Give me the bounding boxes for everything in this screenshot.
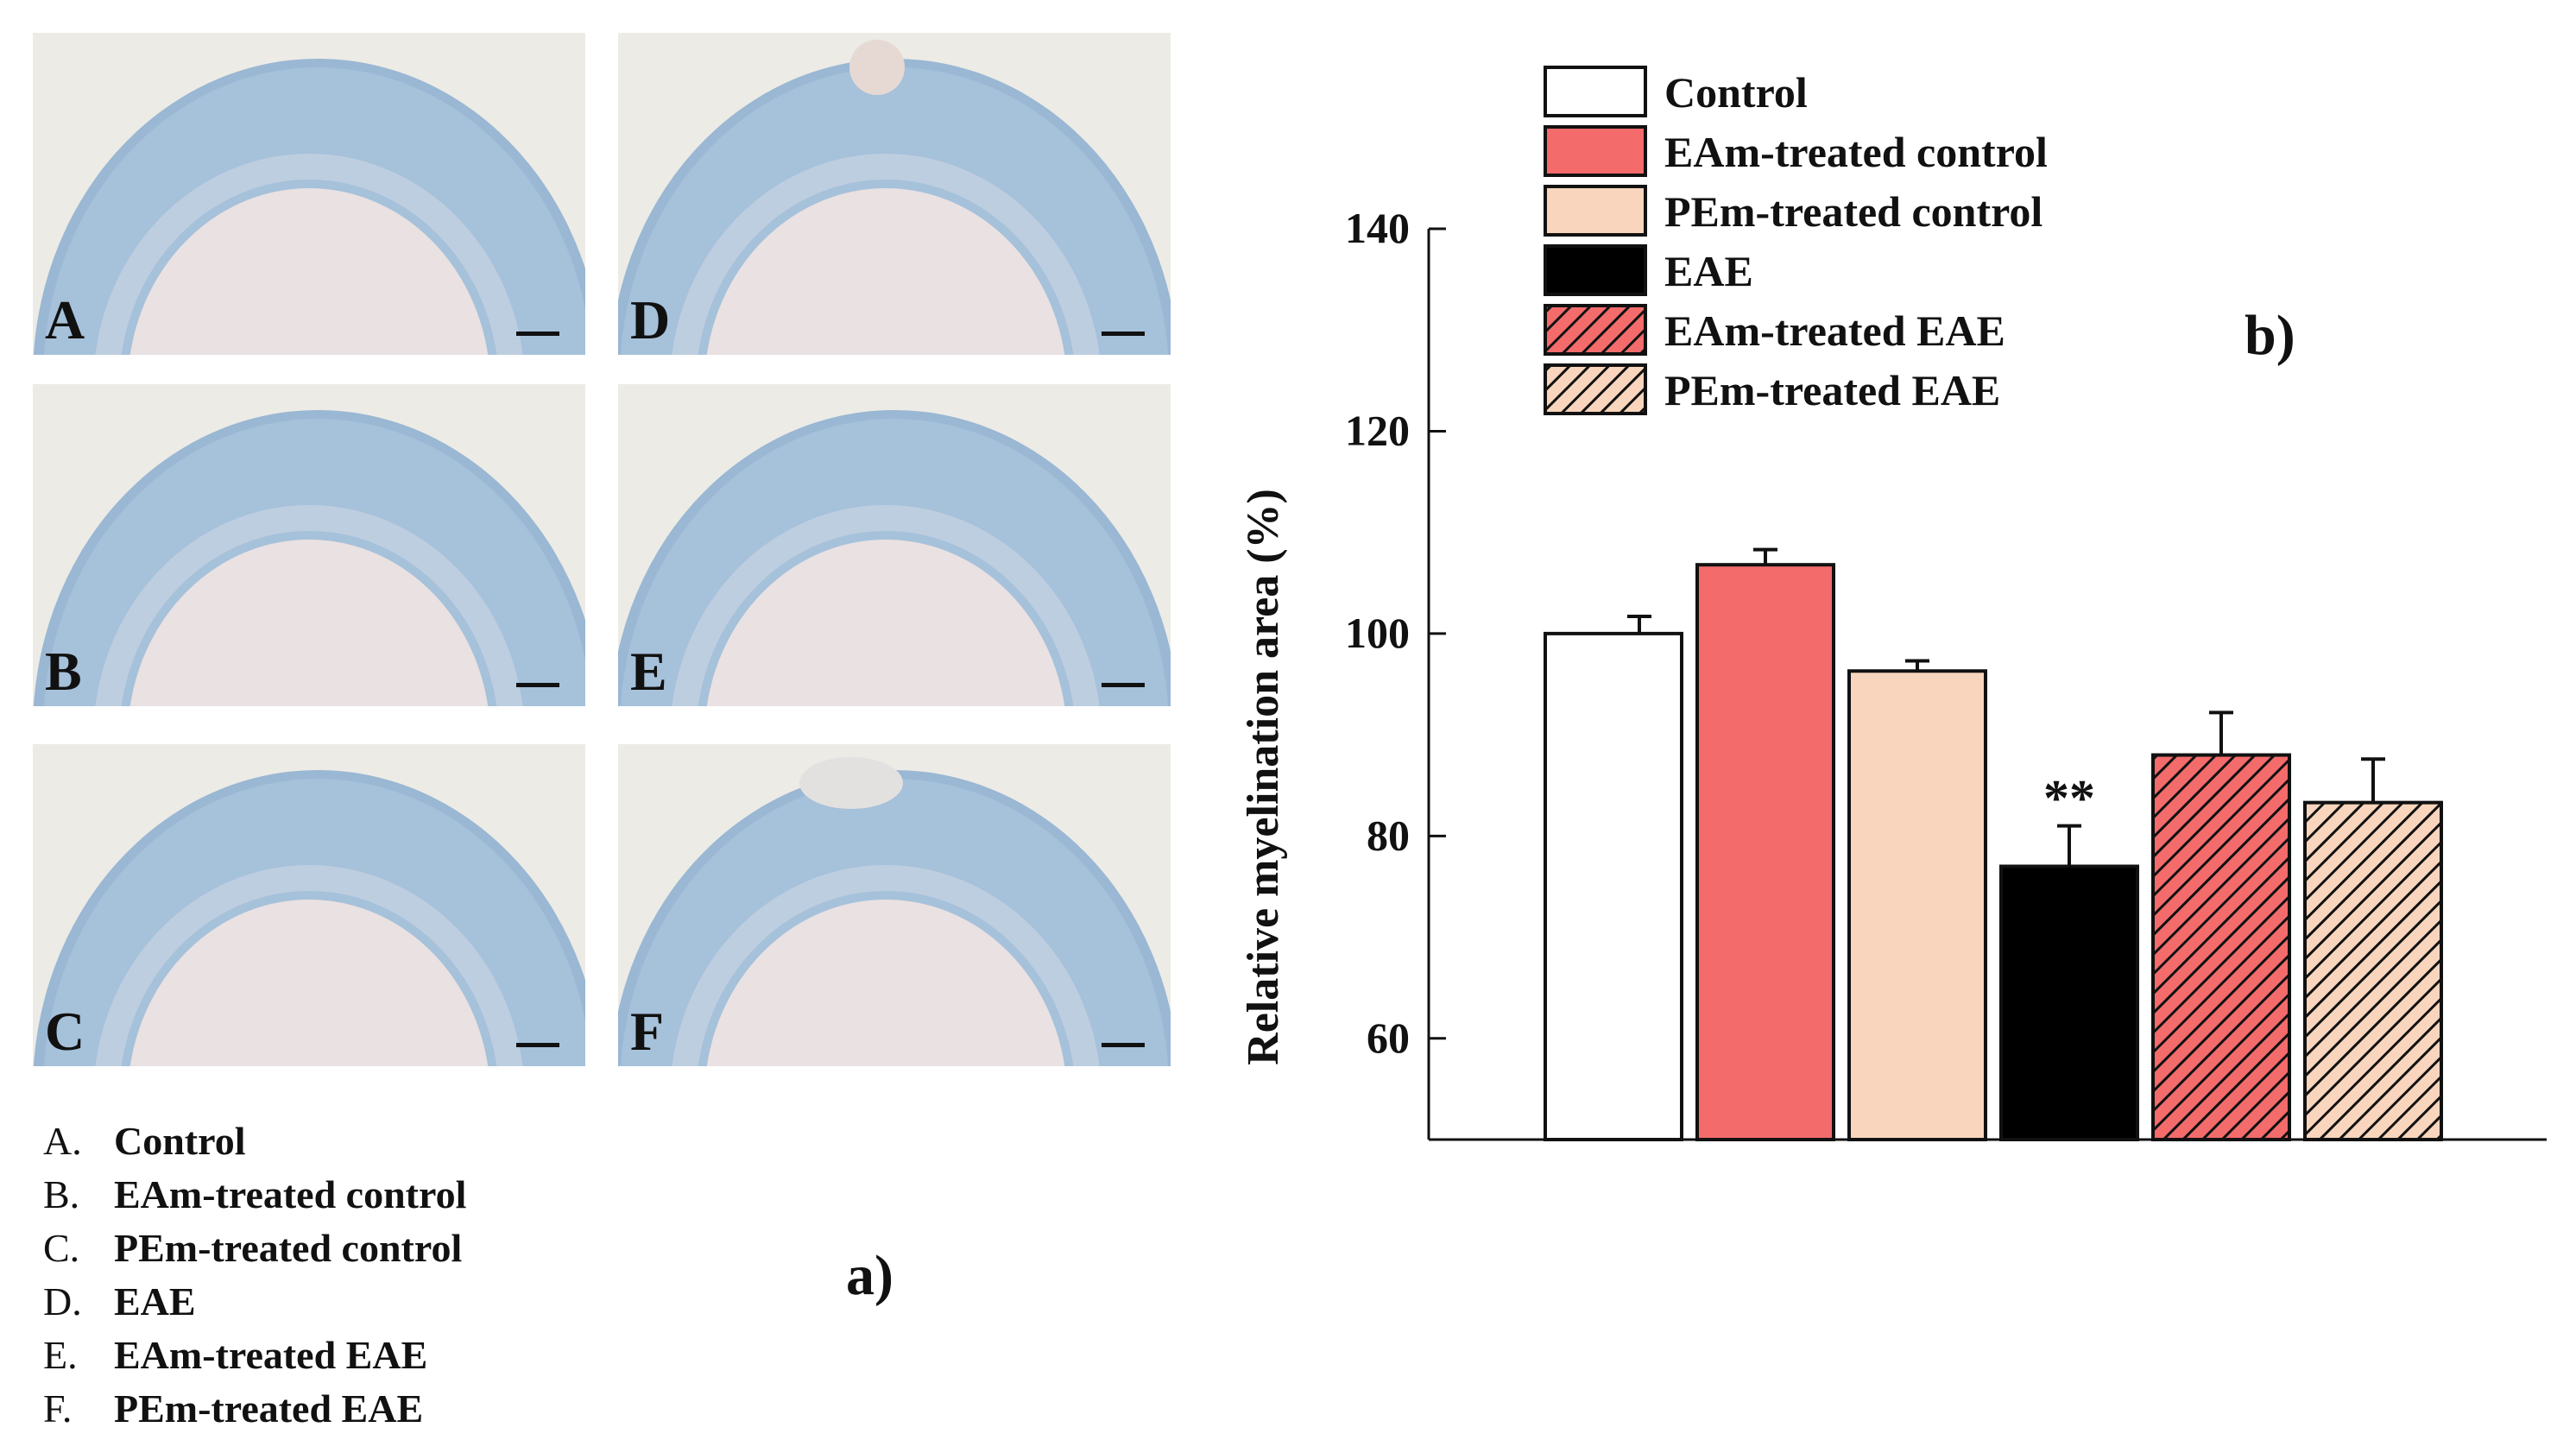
scale-bar (1102, 332, 1145, 336)
legend-label: EAm-treated control (1664, 128, 2048, 176)
legend-letter: E. (43, 1332, 78, 1377)
legend-swatch (1544, 304, 1647, 356)
bars: ** (1544, 547, 2443, 1142)
legend-letter: F. (43, 1386, 73, 1431)
micrograph-letter: A (45, 289, 85, 351)
legend-swatch (1544, 244, 1647, 296)
legend-letter: C. (43, 1225, 80, 1270)
panel-a: A B C D E F A. Control B. EAm-treated control C. P… (0, 0, 1191, 1440)
legend-swatch (1544, 125, 1647, 177)
micrograph-letter: D (630, 289, 671, 351)
spinal-cord-section-image (618, 744, 1171, 1066)
scale-bar (1102, 1043, 1145, 1047)
legend-label: PEm-treated control (114, 1225, 463, 1270)
y-axis-label: Relative myelination area (%) (1239, 489, 1288, 1065)
bar-3 (1847, 669, 1987, 1141)
spinal-cord-section-image (33, 33, 585, 355)
panel-a-legend: A. Control B. EAm-treated control C. PEm-trea… (43, 1114, 466, 1435)
legend-swatch (1544, 363, 1647, 415)
panel-a-legend-item: F. PEm-treated EAE (43, 1381, 466, 1435)
legend-label: Control (114, 1118, 246, 1163)
scale-bar (516, 332, 559, 336)
legend-swatch (1544, 66, 1647, 117)
scale-bar (1102, 683, 1145, 687)
legend-label: PEm-treated EAE (1664, 366, 2000, 414)
micrograph-b: B (33, 384, 585, 706)
legend-label: PEm-treated EAE (114, 1386, 424, 1431)
y-tick-label: 140 (1345, 204, 1410, 252)
legend-label: EAm-treated EAE (114, 1332, 428, 1377)
panel-a-legend-item: E. EAm-treated EAE (43, 1328, 466, 1381)
micrograph-c: C (33, 744, 585, 1066)
significance-marker: ** (2043, 770, 2095, 827)
legend-label: Control (1664, 68, 1808, 117)
micrograph-f: F (618, 744, 1171, 1066)
y-tick-label: 120 (1345, 406, 1410, 454)
micrograph-d: D (618, 33, 1171, 355)
scale-bar (516, 683, 559, 687)
panel-a-legend-item: D. EAE (43, 1274, 466, 1328)
panel-a-legend-item: B. EAm-treated control (43, 1167, 466, 1221)
bar-5 (2151, 753, 2291, 1141)
micrograph-letter: C (45, 1001, 85, 1062)
legend-label: EAE (114, 1279, 196, 1323)
micrograph-letter: B (45, 641, 82, 702)
spinal-cord-section-image (33, 744, 585, 1066)
bar-2 (1695, 563, 1835, 1141)
y-tick-label: 80 (1367, 811, 1410, 859)
y-tick-label: 100 (1345, 609, 1410, 657)
micrograph-e: E (618, 384, 1171, 706)
legend-letter: B. (43, 1172, 80, 1216)
panel-a-legend-item: C. PEm-treated control (43, 1221, 466, 1274)
spinal-cord-section-image (618, 384, 1171, 706)
panel-b-tag: b) (2245, 304, 2295, 367)
legend-letter: D. (43, 1279, 82, 1323)
micrograph-a: A (33, 33, 585, 355)
chart-legend: Control EAm-treated control PEm-treated co… (1544, 66, 2048, 415)
bar-1 (1544, 631, 1683, 1141)
legend-swatch (1544, 185, 1647, 237)
bar-4 (1999, 864, 2139, 1141)
legend-label: EAE (1664, 247, 1753, 295)
legend-label: PEm-treated control (1664, 187, 2042, 236)
legend-letter: A. (43, 1118, 82, 1163)
legend-label: EAm-treated control (114, 1172, 467, 1216)
panel-a-legend-item: A. Control (43, 1114, 466, 1167)
panel-a-tag: a) (846, 1244, 893, 1307)
spinal-cord-section-image (618, 33, 1171, 355)
legend-label: EAm-treated EAE (1664, 306, 2005, 355)
micrograph-letter: F (630, 1001, 665, 1062)
scale-bar (516, 1043, 559, 1047)
micrograph-letter: E (630, 641, 667, 702)
spinal-cord-section-image (33, 384, 585, 706)
bar-6 (2303, 800, 2443, 1142)
y-tick-label: 60 (1367, 1014, 1410, 1062)
